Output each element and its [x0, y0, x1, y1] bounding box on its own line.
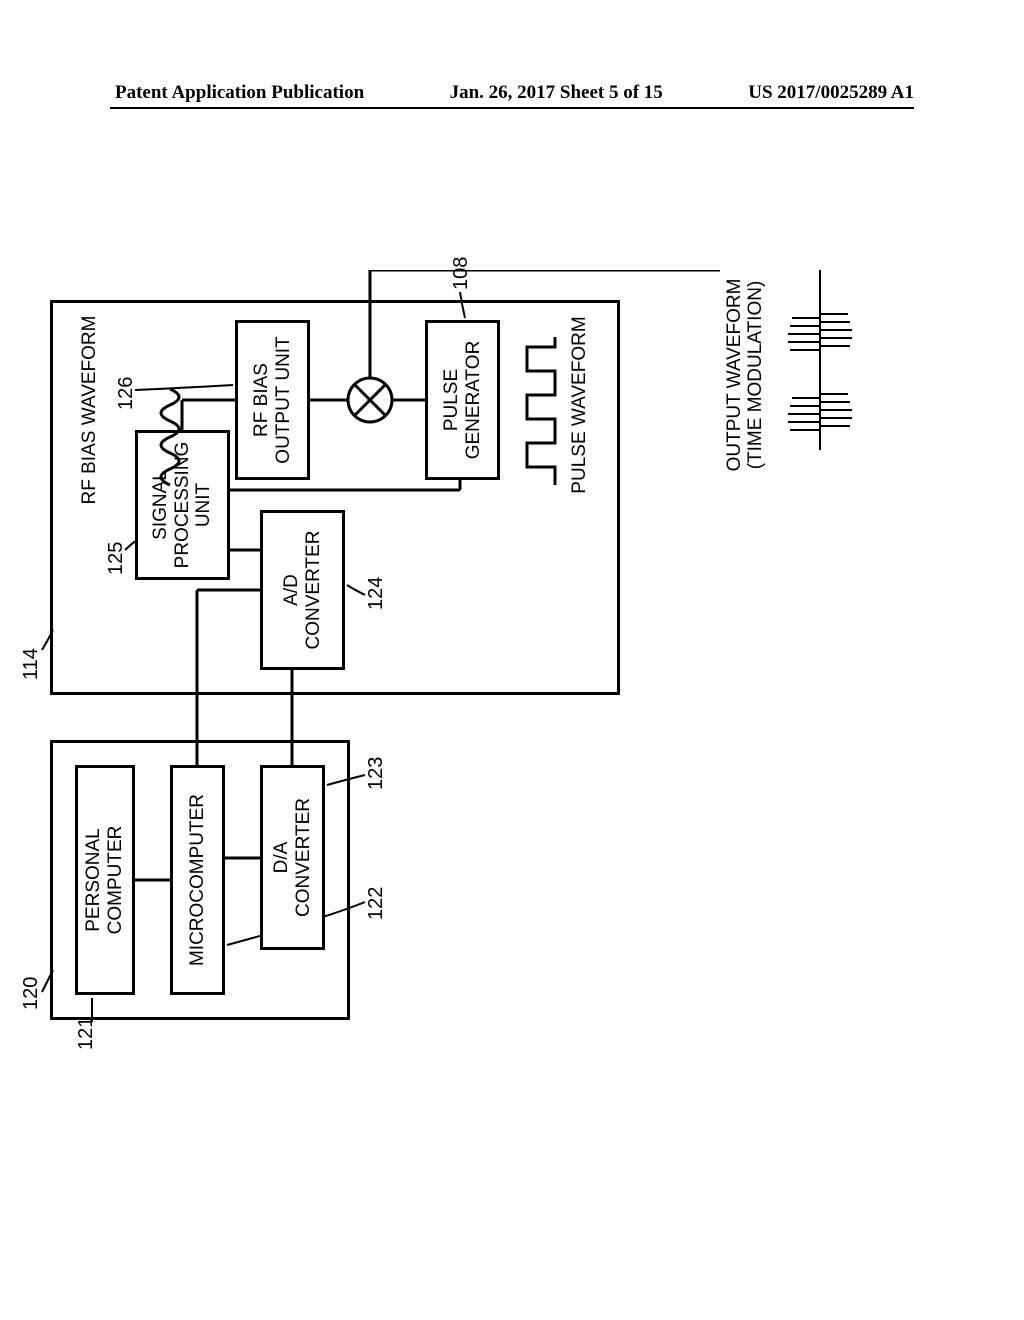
output-waveform-label: OUTPUT WAVEFORM (TIME MODULATION): [725, 260, 767, 490]
header-right: US 2017/0025289 A1: [748, 82, 914, 104]
figure-label: FIG. 5: [0, 601, 4, 719]
figure-stage: FIG. 5 120 PERSONAL COMPUTER 121 MICROCO…: [20, 270, 1010, 1050]
header-left: Patent Application Publication: [115, 82, 364, 104]
rf-bias-waveform-label: RF BIAS WAVEFORM: [80, 310, 101, 510]
page: Patent Application Publication Jan. 26, …: [0, 0, 1024, 1320]
signal-wires: [20, 270, 1010, 1050]
pulse-waveform-label: PULSE WAVEFORM: [570, 315, 591, 495]
page-header: Patent Application Publication Jan. 26, …: [0, 82, 1024, 104]
block-diagram: 120 PERSONAL COMPUTER 121 MICROCOMPUTER …: [20, 270, 1010, 1050]
header-center: Jan. 26, 2017 Sheet 5 of 15: [450, 82, 663, 104]
header-rule: [110, 107, 914, 109]
